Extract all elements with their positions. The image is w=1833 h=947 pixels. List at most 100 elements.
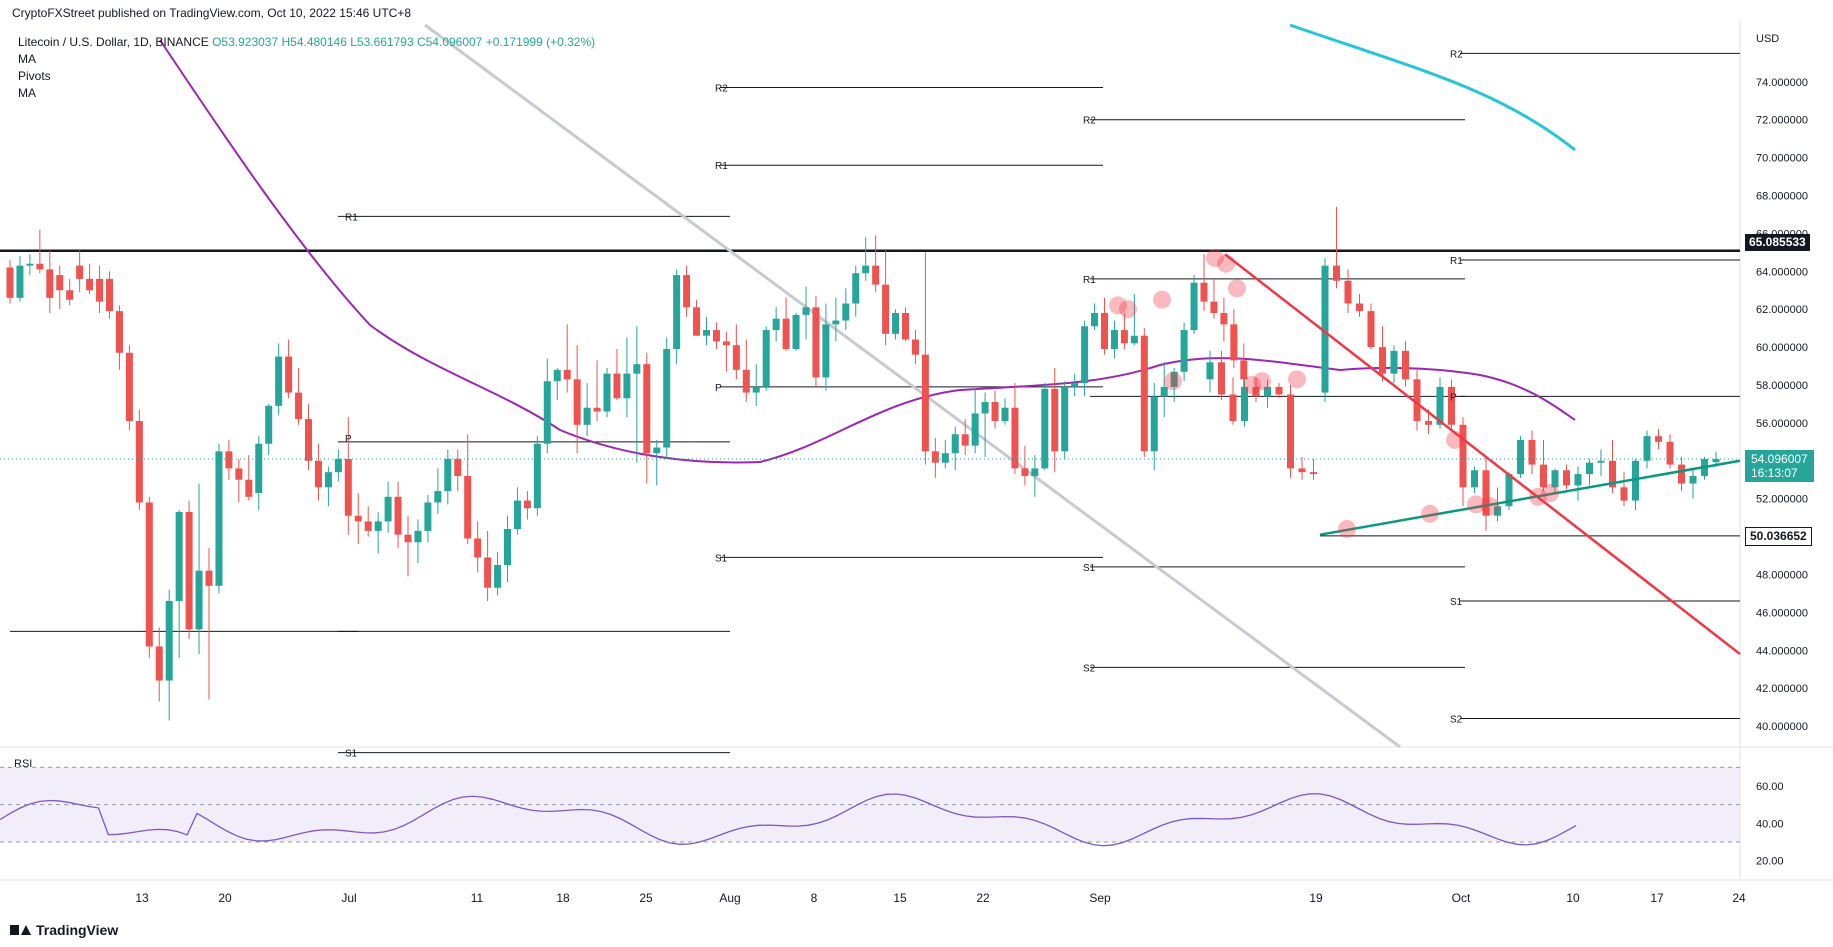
candle-body — [623, 373, 631, 399]
candle-body — [742, 369, 750, 393]
date-tick-3: 11 — [471, 891, 484, 905]
candle-body — [96, 278, 104, 302]
candle-body — [603, 373, 611, 412]
candle-body — [1310, 472, 1317, 475]
candle-body — [1206, 362, 1214, 380]
candle-body — [782, 318, 790, 349]
candle-body — [1505, 474, 1513, 507]
candle-body — [1655, 436, 1662, 442]
currency-label: USD — [1756, 33, 1780, 45]
price-tick-16: 42.000000 — [1756, 683, 1808, 695]
candle-body — [314, 460, 322, 488]
candle-body — [16, 265, 24, 298]
candle-body — [364, 521, 372, 531]
legend-open: O53.923037 — [212, 35, 279, 49]
candle-body — [951, 434, 959, 454]
pivot-label: R1 — [1083, 275, 1096, 286]
candle-body — [573, 379, 581, 425]
candle-body — [961, 434, 969, 446]
brand-name: TradingView — [36, 922, 119, 938]
pivot-label: P — [345, 434, 352, 445]
touch-marker — [1288, 370, 1306, 389]
candle-body — [125, 352, 133, 421]
legend-symbol[interactable]: Litecoin / U.S. Dollar, 1D, BINANCE — [18, 35, 209, 49]
legend-symbol-row: Litecoin / U.S. Dollar, 1D, BINANCE O53.… — [18, 34, 595, 51]
candles-group — [6, 206, 1720, 721]
legend-indicator-pivots[interactable]: Pivots — [18, 69, 51, 83]
candle-body — [1229, 394, 1237, 421]
touch-marker — [1481, 497, 1499, 516]
candle-body — [106, 278, 113, 312]
candle-body — [812, 307, 820, 378]
candle-body — [175, 511, 183, 601]
touch-marker — [1109, 296, 1127, 315]
legend-indicator-ma-2[interactable]: MA — [18, 86, 36, 100]
candle-body — [981, 402, 989, 414]
candle-body — [504, 529, 511, 565]
candle-body — [892, 313, 900, 334]
candle-body — [1379, 347, 1386, 374]
candle-body — [434, 491, 442, 503]
candle-body — [1482, 470, 1490, 516]
candle-body — [1091, 313, 1099, 327]
touch-marker — [1217, 254, 1235, 273]
candle-body — [832, 320, 840, 325]
legend-indicator-ma-1[interactable]: MA — [18, 52, 36, 66]
candle-body — [1031, 468, 1039, 476]
candle-body — [653, 447, 661, 454]
price-tick-15: 44.000000 — [1756, 645, 1808, 657]
published-header: CryptoFXStreet published on TradingView.… — [12, 6, 411, 20]
candle-body — [752, 386, 760, 393]
candle-body — [1051, 388, 1059, 452]
candle-body — [683, 275, 691, 308]
downtrend-line — [1224, 253, 1741, 656]
candle-body — [1218, 362, 1225, 395]
rsi-tick-0: 60.00 — [1756, 781, 1784, 793]
date-tick-11: 19 — [1309, 891, 1323, 905]
candle-body — [235, 468, 243, 480]
candle-body — [245, 479, 253, 497]
pivot-label: S2 — [1450, 714, 1463, 725]
pivot-label: R1 — [1450, 256, 1463, 267]
price-tick-3: 68.000000 — [1756, 191, 1808, 203]
candle-body — [792, 314, 800, 349]
price-tick-0: 74.000000 — [1756, 77, 1808, 89]
legend-close: C54.096007 — [416, 35, 483, 49]
candle-body — [1230, 324, 1238, 361]
candle-body — [444, 458, 452, 492]
candle-body — [494, 565, 502, 588]
legend: Litecoin / U.S. Dollar, 1D, BINANCE O53.… — [18, 34, 595, 102]
candle-body — [1540, 464, 1547, 488]
candle-body — [1170, 371, 1178, 387]
rsi-label[interactable]: RSI — [14, 758, 33, 770]
pivot-label: R2 — [715, 84, 728, 95]
candle-body — [762, 330, 770, 387]
candle-body — [1678, 464, 1685, 484]
legend-change: +0.171999 (+0.32%) — [485, 35, 596, 49]
candle-body — [6, 267, 14, 298]
candle-body — [474, 538, 482, 558]
candle-body — [454, 458, 462, 476]
candle-body — [1689, 475, 1697, 484]
candle-body — [613, 373, 621, 399]
candle-body — [991, 402, 999, 421]
candle-body — [1367, 311, 1375, 348]
date-tick-5: 25 — [639, 891, 653, 905]
candle-body — [1356, 303, 1363, 312]
uptrend-line — [1319, 459, 1741, 536]
candle-body — [1609, 460, 1616, 488]
tradingview-logo-icon — [10, 923, 31, 937]
candle-body — [1436, 386, 1444, 425]
price-tick-1: 72.000000 — [1756, 115, 1808, 127]
touch-marker — [1228, 279, 1246, 298]
candle-body — [852, 273, 860, 304]
candle-body — [374, 521, 382, 531]
touch-marker — [1206, 249, 1224, 268]
candle-body — [46, 269, 54, 298]
touch-marker — [1541, 484, 1559, 502]
tradingview-brand[interactable]: TradingView — [10, 922, 118, 938]
candle-body — [1471, 470, 1478, 488]
candle-body — [1551, 470, 1559, 488]
touch-marker — [1253, 372, 1271, 391]
